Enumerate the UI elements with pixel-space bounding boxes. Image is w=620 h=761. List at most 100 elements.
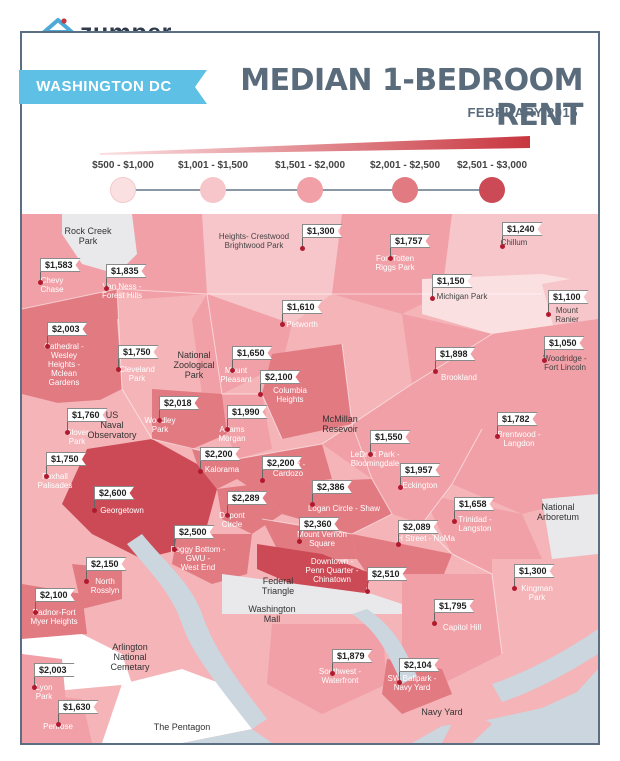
neighborhood-name: Chevy Chase <box>40 276 64 294</box>
pin-dot-icon <box>260 478 265 483</box>
neighborhood-map: Chevy Chase $1,583 Van Ness - Forest Hills $1… <box>22 214 598 743</box>
pin-dot-icon <box>388 256 393 261</box>
pin-dot-icon <box>310 502 315 507</box>
price-tag: $2,100 <box>35 588 76 602</box>
price-tag: $2,200 <box>262 456 303 470</box>
legend-label: $500 - $1,000 <box>92 160 154 171</box>
neighborhood-name: Brentwood - Langdon <box>497 430 541 448</box>
region-national-arboretum <box>542 494 598 559</box>
landmark-label: The Pentagon <box>153 722 211 732</box>
price-tag: $1,150 <box>432 274 473 288</box>
pin-dot-icon <box>365 589 370 594</box>
legend-swatch <box>479 177 505 203</box>
legend-swatch <box>297 177 323 203</box>
rent-gradient-wedge <box>100 136 530 155</box>
page-title: MEDIAN 1-BEDROOM RENT <box>240 63 583 133</box>
pin-dot-icon <box>84 579 89 584</box>
neighborhood-name: Downtown - Penn Quarter - Chinatown <box>305 557 359 584</box>
pin-dot-icon <box>225 513 230 518</box>
neighborhood-name: Logan Circle - Shaw <box>307 504 381 513</box>
landmark-label: Arlington National Cemetary <box>110 642 150 672</box>
price-tag: $1,300 <box>514 564 555 578</box>
neighborhood-name: Georgetown <box>100 506 144 515</box>
legend-label: $1,501 - $2,000 <box>274 160 346 171</box>
price-tag: $2,360 <box>299 517 340 531</box>
pin-dot-icon <box>500 244 505 249</box>
pin-dot-icon <box>430 296 435 301</box>
neighborhood-name: Michigan Park <box>436 292 488 301</box>
price-tag: $1,750 <box>46 452 87 466</box>
region-chillum <box>442 214 598 294</box>
price-tag: $1,835 <box>106 264 147 278</box>
neighborhood-name: Columbia Heights <box>273 386 307 404</box>
price-tag: $1,658 <box>454 497 495 511</box>
neighborhood-name: Capitol Hill <box>442 623 482 632</box>
pin-dot-icon <box>300 246 305 251</box>
neighborhood-name: Kingman Park <box>521 584 553 602</box>
pin-dot-icon <box>157 418 162 423</box>
city-banner: WASHINGTON DC <box>19 70 207 104</box>
price-tag: $2,018 <box>159 396 200 410</box>
price-tag: $2,003 <box>34 663 75 677</box>
neighborhood-name: Fort Totten Riggs Park <box>375 254 415 272</box>
pin-dot-icon <box>280 322 285 327</box>
price-tag: $2,600 <box>94 486 135 500</box>
neighborhood-name: Cathedral - Wesley Heights - Mclean Gardens <box>44 342 84 387</box>
pin-dot-icon <box>230 368 235 373</box>
region-petworth <box>292 314 412 409</box>
neighborhood-name: Brookland <box>440 373 478 382</box>
city-name: WASHINGTON DC <box>36 78 172 95</box>
price-tag: $1,050 <box>544 336 585 350</box>
potomac-river <box>127 534 267 729</box>
region-brentwood <box>452 414 598 514</box>
region-washington-mall <box>222 574 402 614</box>
neighborhood-name: Van Ness - Forest Hills <box>101 282 143 300</box>
neighborhood-name: Radnor-Fort Myer Heights <box>30 608 78 626</box>
region-pentagon <box>102 669 252 743</box>
pin-dot-icon <box>172 547 177 552</box>
pin-dot-icon <box>65 430 70 435</box>
neighborhood-name: LeDroit Park - Bloomingdale <box>350 450 400 468</box>
price-tag: $1,782 <box>497 412 538 426</box>
legend-swatch <box>392 177 418 203</box>
landmark-label: US Naval Observatory <box>87 410 137 440</box>
neighborhood-name: Eckington <box>402 481 438 490</box>
region-north-rosslyn <box>72 564 122 609</box>
pin-dot-icon <box>297 539 302 544</box>
neighborhood-name: Foxhall Palisades <box>37 472 73 490</box>
price-tag: $1,550 <box>370 430 411 444</box>
neighborhood-name: SW Ballpark - Navy Yard <box>387 674 437 692</box>
neighborhood-name: Dupont Circle <box>219 511 245 529</box>
pin-dot-icon <box>56 722 61 727</box>
pin-dot-icon <box>368 452 373 457</box>
landmark-label: National Arboretum <box>536 502 580 522</box>
page-subtitle: FEBRUARY 2015 <box>467 105 578 120</box>
price-tag: $2,500 <box>174 525 215 539</box>
pin-dot-icon <box>398 485 403 490</box>
price-tag: $2,104 <box>399 658 440 672</box>
price-tag: $2,289 <box>227 491 268 505</box>
neighborhood-name: Kalorama <box>204 465 240 474</box>
neighborhood-name: Southwest - Waterfront <box>318 667 362 685</box>
landmark-label: Navy Yard <box>421 707 463 717</box>
price-tag: $1,100 <box>548 290 589 304</box>
pin-dot-icon <box>92 508 97 513</box>
neighborhood-name: Petworth <box>286 320 318 329</box>
neighborhood-name: Woodridge - Fort Lincoln <box>543 354 587 372</box>
price-tag: $1,990 <box>227 405 268 419</box>
neighborhood-name: Adams Morgan <box>218 425 246 443</box>
neighborhood-name: Cleveland Park <box>119 365 155 383</box>
region-zoo-area <box>192 294 292 394</box>
neighborhood-name: Mount Pleasant <box>220 366 252 384</box>
pin-dot-icon <box>396 542 401 547</box>
pin-dot-icon <box>495 434 500 439</box>
region-capitol-hill <box>402 574 502 684</box>
neighborhood-name: Foggy Bottom - GWU - West End <box>170 545 226 572</box>
pin-dot-icon <box>432 621 437 626</box>
price-tag: $2,150 <box>86 557 127 571</box>
region-southwest <box>267 624 387 714</box>
pin-dot-icon <box>452 519 457 524</box>
pin-dot-icon <box>38 280 43 285</box>
legend-swatch <box>110 177 136 203</box>
region-cathedral <box>22 289 122 409</box>
